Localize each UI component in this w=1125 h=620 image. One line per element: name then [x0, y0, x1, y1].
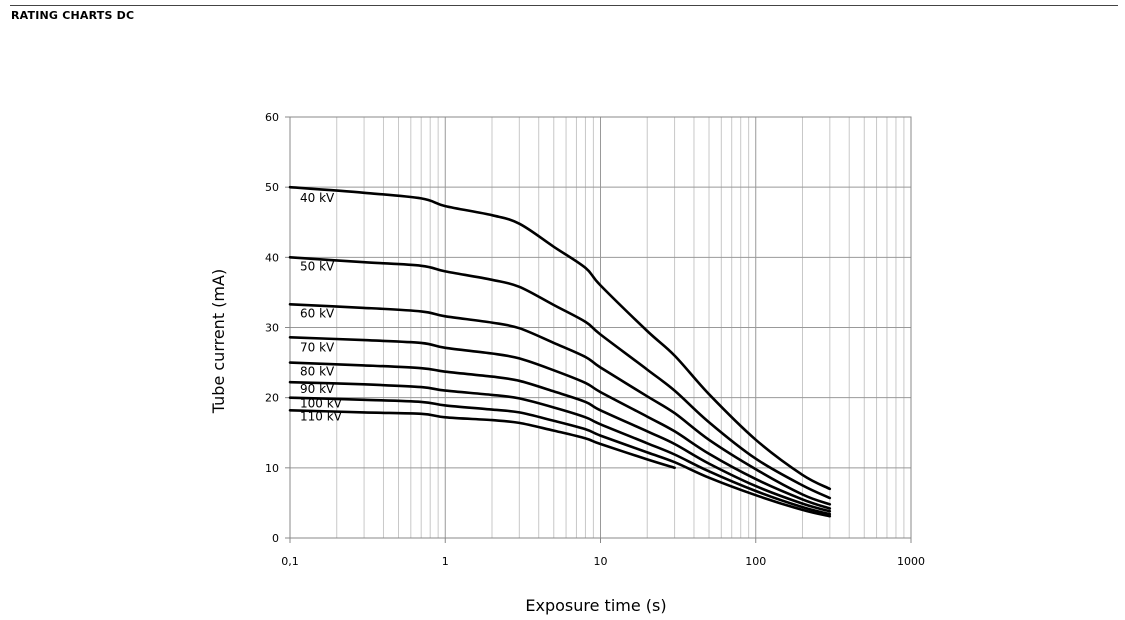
y-tick-label: 60 — [265, 111, 279, 124]
series-lines — [288, 185, 832, 518]
x-tick-label: 1000 — [897, 555, 925, 568]
page-heading: RATING CHARTS DC — [11, 9, 135, 22]
series-line-70-kv — [288, 336, 832, 510]
y-tick-label: 40 — [265, 251, 279, 264]
y-tick-label: 20 — [265, 392, 279, 405]
series-line-80-kv — [288, 361, 832, 513]
y-axis-title: Tube current (mA) — [209, 269, 228, 414]
series-line-110-kv — [288, 409, 676, 470]
series-label-90-kv: 90 kV — [300, 382, 335, 396]
series-label-110-kv: 110 kV — [300, 409, 343, 423]
series-line-50-kv — [288, 256, 832, 500]
series-line-90-kv — [288, 380, 832, 516]
grid-lines — [290, 117, 911, 538]
series-label-40-kv: 40 kV — [300, 191, 335, 205]
series-label-60-kv: 60 kV — [300, 306, 335, 320]
series-label-100-kv: 100 kV — [300, 397, 343, 411]
y-tick-label: 50 — [265, 181, 279, 194]
series-label-70-kv: 70 kV — [300, 340, 335, 354]
y-tick-label: 10 — [265, 462, 279, 475]
y-tick-label: 0 — [272, 532, 279, 545]
series-line-40-kv — [288, 185, 832, 491]
x-tick-label: 0,1 — [281, 555, 299, 568]
x-tick-label: 1 — [442, 555, 449, 568]
x-tick-label: 100 — [745, 555, 766, 568]
header-divider — [10, 5, 1118, 6]
series-label-80-kv: 80 kV — [300, 365, 335, 379]
x-tick-label: 10 — [594, 555, 608, 568]
x-axis-ticks: 0,1 1 10 100 1000 — [281, 538, 925, 568]
series-line-60-kv — [288, 303, 832, 506]
y-axis-ticks: 0 10 20 30 40 50 60 — [265, 111, 290, 545]
series-label-50-kv: 50 kV — [300, 259, 335, 273]
x-axis-title: Exposure time (s) — [525, 596, 666, 615]
y-tick-label: 30 — [265, 322, 279, 335]
series-line-100-kv — [288, 396, 832, 518]
